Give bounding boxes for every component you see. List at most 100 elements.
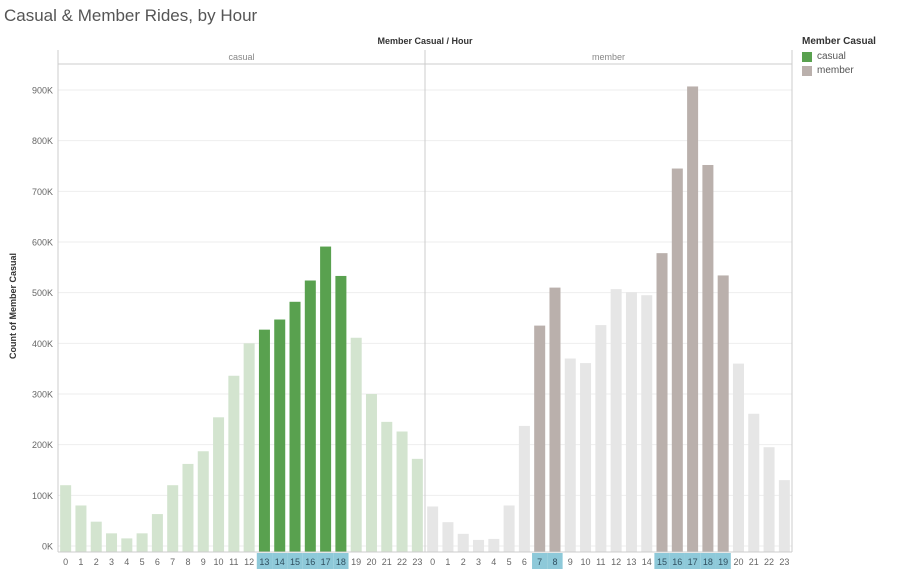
x-tick-highlight xyxy=(302,553,318,569)
x-tick-label: 0 xyxy=(63,557,68,567)
bar-casual-17 xyxy=(320,246,332,552)
bar-member-8 xyxy=(549,287,561,552)
bar-casual-7 xyxy=(167,485,179,552)
x-tick-highlight xyxy=(715,553,731,569)
x-tick-highlight xyxy=(547,553,563,569)
bar-member-11 xyxy=(595,325,607,552)
y-axis-label: Count of Member Casual xyxy=(8,253,18,359)
y-tick-label: 700K xyxy=(32,187,53,197)
bar-casual-22 xyxy=(396,431,408,552)
x-tick-label: 21 xyxy=(749,557,759,567)
x-tick-label: 21 xyxy=(382,557,392,567)
x-tick-label: 1 xyxy=(78,557,83,567)
panel-header-casual: casual xyxy=(228,52,254,62)
x-tick-label: 22 xyxy=(764,557,774,567)
x-tick-label: 4 xyxy=(491,557,496,567)
bar-member-16 xyxy=(671,168,683,553)
x-tick-label: 12 xyxy=(244,557,254,567)
bar-member-17 xyxy=(687,86,699,552)
x-tick-label: 2 xyxy=(94,557,99,567)
legend: Member Casual casual member xyxy=(802,36,876,79)
x-tick-label: 13 xyxy=(626,557,636,567)
bar-member-1 xyxy=(442,522,454,552)
legend-item-member[interactable]: member xyxy=(802,65,876,76)
bar-member-19 xyxy=(717,275,729,552)
x-tick-highlight xyxy=(256,553,273,569)
chart-title: Casual & Member Rides, by Hour xyxy=(4,6,258,25)
y-tick-label: 800K xyxy=(32,136,53,146)
y-tick-label: 100K xyxy=(32,491,53,501)
x-tick-label: 14 xyxy=(642,557,652,567)
bar-casual-1 xyxy=(75,505,87,552)
x-tick-label: 20 xyxy=(366,557,376,567)
x-tick-label: 11 xyxy=(596,557,605,567)
x-tick-highlight xyxy=(272,553,288,569)
x-tick-label: 17 xyxy=(321,557,331,567)
x-tick-label: 17 xyxy=(688,557,698,567)
x-tick-label: 1 xyxy=(445,557,450,567)
bar-casual-0 xyxy=(60,485,72,552)
bar-member-21 xyxy=(748,413,760,552)
x-tick-label: 19 xyxy=(351,557,361,567)
x-tick-label: 9 xyxy=(201,557,206,567)
bar-casual-13 xyxy=(258,329,270,552)
legend-swatch-member xyxy=(802,65,812,76)
x-tick-highlight xyxy=(287,553,303,569)
x-tick-label: 8 xyxy=(552,557,557,567)
x-tick-highlight xyxy=(654,553,670,569)
x-tick-highlight xyxy=(317,553,334,569)
x-tick-label: 3 xyxy=(109,557,114,567)
x-tick-highlight xyxy=(669,553,685,569)
x-tick-label: 16 xyxy=(305,557,315,567)
x-tick-label: 16 xyxy=(672,557,682,567)
bar-casual-6 xyxy=(151,514,163,552)
x-tick-label: 11 xyxy=(229,557,238,567)
panel-header-member: member xyxy=(592,52,625,62)
x-tick-label: 5 xyxy=(507,557,512,567)
bar-member-20 xyxy=(732,363,744,552)
bar-member-7 xyxy=(534,325,546,552)
x-tick-label: 6 xyxy=(522,557,527,567)
y-tick-label: 400K xyxy=(32,339,53,349)
bar-casual-4 xyxy=(121,538,133,552)
bar-casual-11 xyxy=(228,375,240,552)
y-tick-label: 200K xyxy=(32,440,53,450)
legend-item-casual[interactable]: casual xyxy=(802,51,876,62)
x-tick-label: 23 xyxy=(779,557,789,567)
bar-member-23 xyxy=(778,480,790,552)
legend-label-casual: casual xyxy=(817,51,846,62)
bar-casual-8 xyxy=(182,463,194,552)
bar-casual-16 xyxy=(304,280,316,552)
x-tick-label: 8 xyxy=(185,557,190,567)
bar-casual-2 xyxy=(90,521,102,552)
y-tick-label: 600K xyxy=(32,238,53,248)
bar-member-14 xyxy=(641,295,653,552)
bar-casual-5 xyxy=(136,533,148,552)
x-tick-label: 20 xyxy=(733,557,743,567)
x-tick-label: 18 xyxy=(703,557,713,567)
x-tick-label: 3 xyxy=(476,557,481,567)
x-tick-label: 15 xyxy=(290,557,300,567)
y-tick-label: 900K xyxy=(32,86,53,96)
bar-member-2 xyxy=(457,533,469,552)
bar-casual-9 xyxy=(197,451,209,552)
legend-title: Member Casual xyxy=(802,36,876,47)
bar-member-0 xyxy=(427,506,439,552)
x-tick-label: 9 xyxy=(568,557,573,567)
x-tick-highlight xyxy=(333,553,349,569)
bar-casual-19 xyxy=(350,337,362,552)
x-tick-label: 18 xyxy=(336,557,346,567)
x-tick-label: 22 xyxy=(397,557,407,567)
y-tick-label: 0K xyxy=(42,542,53,552)
x-tick-highlight xyxy=(684,553,701,569)
y-tick-label: 500K xyxy=(32,288,53,298)
legend-swatch-casual xyxy=(802,51,812,62)
bar-casual-3 xyxy=(106,533,118,552)
bar-casual-21 xyxy=(381,421,393,552)
y-tick-label: 300K xyxy=(32,390,53,400)
bar-casual-14 xyxy=(274,319,286,552)
bar-member-10 xyxy=(580,363,592,552)
bar-member-15 xyxy=(656,253,668,552)
x-tick-label: 10 xyxy=(214,557,224,567)
